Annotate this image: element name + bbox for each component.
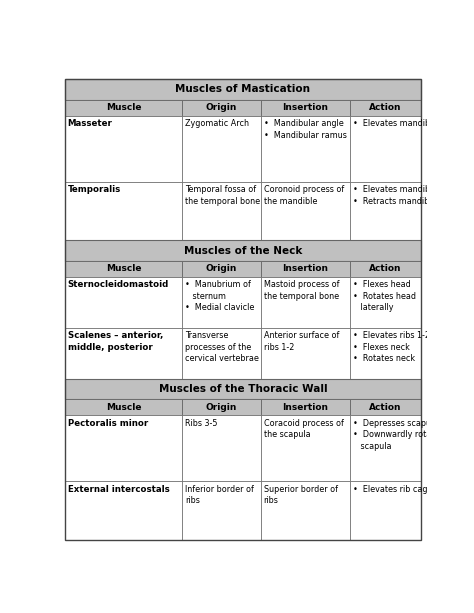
Bar: [182, 481, 261, 540]
Text: Origin: Origin: [206, 103, 237, 112]
Bar: [182, 277, 261, 328]
Bar: [182, 416, 261, 481]
Text: •  Manubrium of
   sternum
•  Medial clavicle: • Manubrium of sternum • Medial clavicle: [185, 280, 255, 312]
Text: Insertion: Insertion: [283, 103, 328, 112]
Bar: [65, 99, 182, 116]
Text: Mastoid process of
the temporal bone: Mastoid process of the temporal bone: [264, 280, 339, 301]
Text: Temporalis: Temporalis: [68, 185, 121, 194]
Bar: [350, 116, 421, 182]
Bar: [350, 182, 421, 240]
Bar: [261, 481, 350, 540]
Bar: [261, 99, 350, 116]
Text: Muscle: Muscle: [106, 403, 141, 412]
Text: Inferior border of
ribs: Inferior border of ribs: [185, 485, 254, 505]
Bar: [65, 481, 182, 540]
Text: Action: Action: [369, 103, 401, 112]
Text: Muscles of Mastication: Muscles of Mastication: [175, 85, 310, 94]
Text: Masseter: Masseter: [68, 119, 112, 128]
Bar: [182, 182, 261, 240]
Bar: [261, 261, 350, 277]
Text: Superior border of
ribs: Superior border of ribs: [264, 485, 337, 505]
Bar: [65, 182, 182, 240]
Bar: [65, 116, 182, 182]
Text: •  Depresses scapula
•  Downwardly rotates
   scapula: • Depresses scapula • Downwardly rotates…: [353, 419, 443, 451]
Text: Muscles of the Neck: Muscles of the Neck: [184, 246, 302, 256]
Bar: [261, 182, 350, 240]
Bar: [350, 261, 421, 277]
Bar: [350, 399, 421, 416]
Bar: [65, 379, 421, 399]
Text: Origin: Origin: [206, 264, 237, 273]
Text: •  Mandibular angle
•  Mandibular ramus: • Mandibular angle • Mandibular ramus: [264, 119, 346, 140]
Bar: [65, 240, 421, 261]
Text: Sternocleidomastoid: Sternocleidomastoid: [68, 280, 169, 289]
Text: •  Elevates mandible
•  Retracts mandible: • Elevates mandible • Retracts mandible: [353, 185, 437, 206]
Bar: [65, 79, 421, 99]
Bar: [350, 99, 421, 116]
Text: Muscle: Muscle: [106, 264, 141, 273]
Bar: [182, 328, 261, 379]
Text: Coracoid process of
the scapula: Coracoid process of the scapula: [264, 419, 344, 439]
Bar: [65, 261, 182, 277]
Text: External intercostals: External intercostals: [68, 485, 169, 493]
Text: Coronoid process of
the mandible: Coronoid process of the mandible: [264, 185, 344, 206]
Bar: [182, 261, 261, 277]
Text: Transverse
processes of the
cervical vertebrae: Transverse processes of the cervical ver…: [185, 331, 259, 363]
Text: Pectoralis minor: Pectoralis minor: [68, 419, 148, 428]
Bar: [350, 277, 421, 328]
Bar: [350, 481, 421, 540]
Bar: [261, 277, 350, 328]
Bar: [350, 328, 421, 379]
Text: Muscles of the Thoracic Wall: Muscles of the Thoracic Wall: [159, 384, 327, 394]
Text: Ribs 3-5: Ribs 3-5: [185, 419, 218, 428]
Text: Temporal fossa of
the temporal bone: Temporal fossa of the temporal bone: [185, 185, 260, 206]
Text: Scalenes – anterior,
middle, posterior: Scalenes – anterior, middle, posterior: [68, 331, 163, 352]
Text: Action: Action: [369, 264, 401, 273]
Bar: [182, 116, 261, 182]
Text: •  Elevates rib cage: • Elevates rib cage: [353, 485, 432, 493]
Bar: [261, 116, 350, 182]
Text: •  Elevates ribs 1-2
•  Flexes neck
•  Rotates neck: • Elevates ribs 1-2 • Flexes neck • Rota…: [353, 331, 430, 363]
Text: •  Elevates mandible: • Elevates mandible: [353, 119, 437, 128]
Bar: [261, 328, 350, 379]
Bar: [65, 416, 182, 481]
Bar: [261, 416, 350, 481]
Bar: [65, 277, 182, 328]
Text: Action: Action: [369, 403, 401, 412]
Text: Muscle: Muscle: [106, 103, 141, 112]
Bar: [261, 399, 350, 416]
Bar: [350, 416, 421, 481]
Text: •  Flexes head
•  Rotates head
   laterally: • Flexes head • Rotates head laterally: [353, 280, 416, 312]
Text: Insertion: Insertion: [283, 264, 328, 273]
Bar: [65, 399, 182, 416]
Bar: [182, 99, 261, 116]
Bar: [182, 399, 261, 416]
Text: Origin: Origin: [206, 403, 237, 412]
Text: Anterior surface of
ribs 1-2: Anterior surface of ribs 1-2: [264, 331, 339, 352]
Bar: [65, 328, 182, 379]
Text: Zygomatic Arch: Zygomatic Arch: [185, 119, 249, 128]
Text: Insertion: Insertion: [283, 403, 328, 412]
